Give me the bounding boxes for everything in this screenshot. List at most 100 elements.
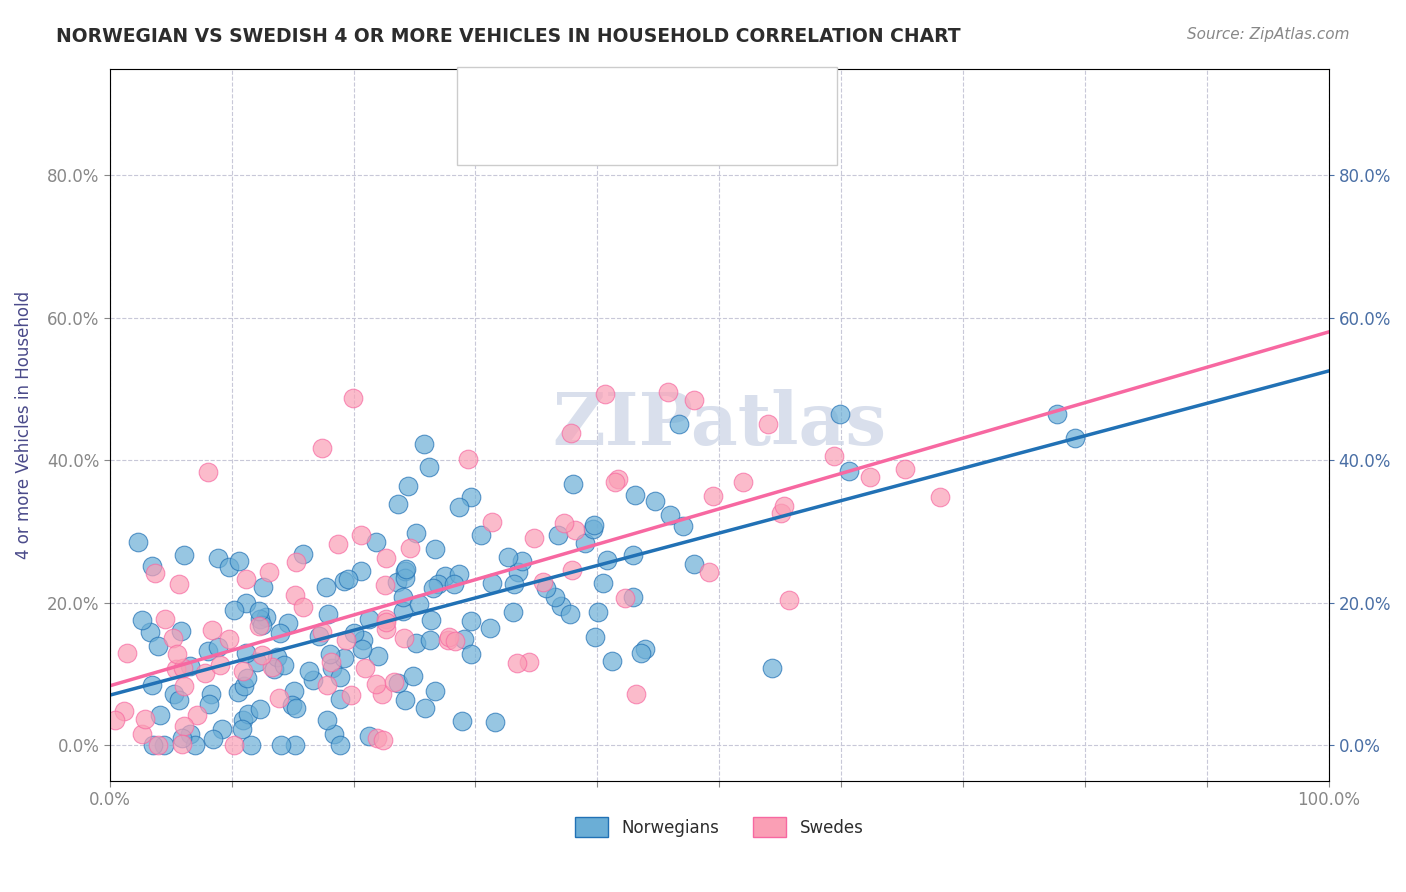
Point xyxy=(418,460,440,475)
Point xyxy=(153,612,176,626)
Point xyxy=(323,727,346,741)
Point xyxy=(335,633,357,648)
Point xyxy=(315,580,337,594)
Point xyxy=(370,687,392,701)
Point xyxy=(423,683,446,698)
Point xyxy=(671,519,693,533)
Point xyxy=(308,629,330,643)
Point xyxy=(457,451,479,466)
Point xyxy=(659,508,682,522)
Legend: Norwegians, Swedes: Norwegians, Swedes xyxy=(568,810,870,844)
Text: Source: ZipAtlas.com: Source: ZipAtlas.com xyxy=(1187,27,1350,42)
Point xyxy=(769,506,792,520)
Point xyxy=(357,729,380,743)
Point xyxy=(558,607,581,622)
Point xyxy=(238,707,260,722)
Text: R = 0.622    N = 147: R = 0.622 N = 147 xyxy=(524,88,724,106)
Point xyxy=(595,387,617,401)
Point xyxy=(550,599,572,613)
Point xyxy=(340,688,363,702)
Point xyxy=(139,625,162,640)
Point xyxy=(201,732,224,747)
Point xyxy=(332,650,354,665)
Point xyxy=(395,562,418,576)
Point xyxy=(172,731,194,745)
Point xyxy=(352,632,374,647)
Point xyxy=(329,691,352,706)
Point xyxy=(481,515,503,529)
Point xyxy=(200,687,222,701)
Point xyxy=(508,566,530,580)
Point xyxy=(426,577,449,591)
Point xyxy=(254,610,277,624)
Point xyxy=(553,516,575,530)
Point xyxy=(333,574,356,589)
Point xyxy=(284,739,307,753)
Point xyxy=(350,528,373,542)
Point xyxy=(173,679,195,693)
Point xyxy=(321,656,343,670)
Point xyxy=(184,739,207,753)
Point xyxy=(311,442,333,456)
Point xyxy=(484,715,506,730)
Point xyxy=(250,648,273,662)
Point xyxy=(582,517,605,532)
Point xyxy=(858,470,880,484)
Point xyxy=(232,679,254,693)
Point xyxy=(201,623,224,637)
Point xyxy=(382,674,405,689)
Point xyxy=(366,534,388,549)
Point xyxy=(131,613,153,627)
Point xyxy=(371,732,394,747)
Point xyxy=(235,572,257,586)
Point xyxy=(249,612,271,626)
Point xyxy=(163,687,186,701)
Point xyxy=(634,642,657,657)
Point xyxy=(231,722,253,736)
Point xyxy=(396,479,419,493)
Point xyxy=(270,739,292,753)
Point xyxy=(179,727,201,741)
Point xyxy=(283,683,305,698)
Point xyxy=(621,590,644,604)
Point xyxy=(143,566,166,580)
Point xyxy=(460,615,482,629)
Point xyxy=(582,522,605,536)
Point xyxy=(198,697,221,711)
Point xyxy=(385,575,408,590)
Point xyxy=(194,666,217,681)
Point xyxy=(398,541,420,555)
Point xyxy=(682,392,704,407)
Point xyxy=(273,658,295,673)
Point xyxy=(222,603,245,617)
Point xyxy=(173,548,195,562)
Point xyxy=(451,714,474,729)
Point xyxy=(439,630,461,644)
Point xyxy=(224,739,246,753)
Point xyxy=(614,591,637,606)
Point xyxy=(197,644,219,658)
Point xyxy=(402,669,425,683)
Point xyxy=(235,596,257,610)
Point xyxy=(394,693,416,707)
Point xyxy=(394,571,416,585)
Point xyxy=(523,531,546,545)
Point xyxy=(269,690,291,705)
Point xyxy=(479,621,502,635)
Point xyxy=(285,555,308,569)
Point xyxy=(460,490,482,504)
Point xyxy=(503,577,526,591)
Point xyxy=(218,559,240,574)
Point xyxy=(226,684,249,698)
Point xyxy=(153,739,176,753)
Point xyxy=(247,604,270,618)
Point xyxy=(262,660,284,674)
Point xyxy=(773,500,796,514)
Point xyxy=(266,649,288,664)
Point xyxy=(405,635,427,649)
Point xyxy=(560,425,582,440)
Point xyxy=(329,670,352,684)
Point xyxy=(319,647,342,661)
Point xyxy=(761,660,783,674)
Point xyxy=(928,490,950,504)
